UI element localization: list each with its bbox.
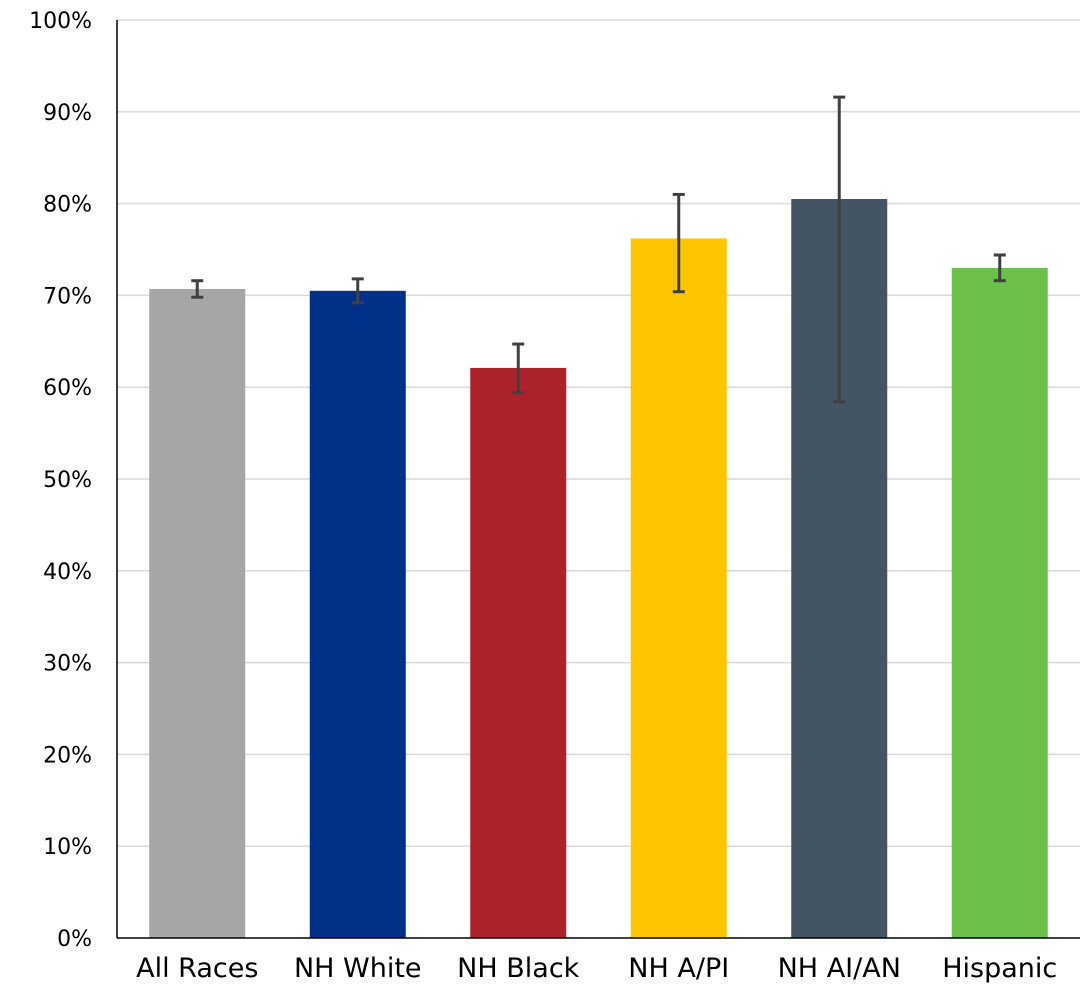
y-tick-label: 10%: [43, 835, 92, 860]
y-tick-label: 100%: [29, 9, 92, 34]
x-category-label: Hispanic: [942, 953, 1057, 984]
y-tick-label: 50%: [43, 468, 92, 493]
y-tick-label: 90%: [43, 101, 92, 126]
bar-nh-white: [309, 290, 406, 938]
bar-nh-black: [470, 367, 567, 938]
y-tick-label: 40%: [43, 560, 92, 585]
x-category-label: NH White: [294, 953, 422, 984]
x-category-label: NH AI/AN: [778, 953, 901, 984]
bar-nh-a-pi: [630, 238, 727, 938]
error-bars: [191, 95, 1006, 404]
bars: [149, 199, 1048, 938]
y-tick-label: 30%: [43, 652, 92, 677]
x-category-label: All Races: [136, 953, 258, 984]
y-tick-label: 70%: [43, 284, 92, 309]
x-category-label: NH A/PI: [628, 953, 729, 984]
y-tick-label: 20%: [43, 743, 92, 768]
bar-hispanic: [951, 267, 1048, 938]
bar-all-races: [149, 288, 246, 938]
y-axis-tick-labels: 0% 10% 20% 30% 40% 50% 60% 70% 80% 90% 100%: [29, 9, 92, 952]
x-category-label: NH Black: [457, 953, 579, 984]
gridlines: [117, 19, 1080, 847]
y-tick-label: 60%: [43, 376, 92, 401]
y-tick-label: 0%: [57, 927, 92, 952]
y-tick-label: 80%: [43, 193, 92, 218]
x-axis-category-labels: All Races NH White NH Black NH A/PI NH AI/AN…: [136, 953, 1057, 984]
